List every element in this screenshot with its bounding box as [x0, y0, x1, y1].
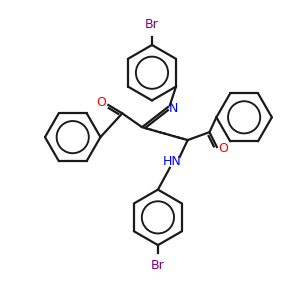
Text: O: O: [97, 96, 106, 109]
Text: N: N: [169, 102, 178, 115]
Text: HN: HN: [162, 155, 181, 168]
Text: O: O: [218, 142, 228, 154]
Text: Br: Br: [151, 259, 165, 272]
Text: Br: Br: [145, 18, 159, 31]
